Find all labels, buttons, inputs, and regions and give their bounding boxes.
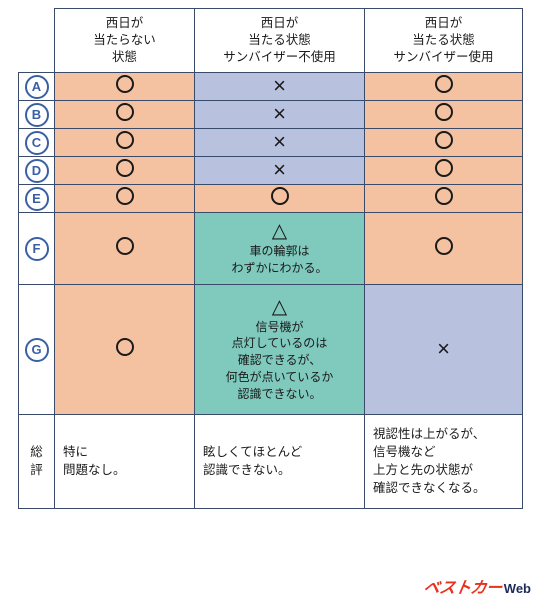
- cross-icon: ×: [273, 101, 286, 126]
- cell: [55, 157, 195, 185]
- circle-icon: [116, 159, 134, 177]
- cell: [55, 213, 195, 285]
- badge-icon: A: [25, 75, 49, 99]
- circle-icon: [116, 338, 134, 356]
- cell: [365, 185, 523, 213]
- col-header-1: 西日が 当たらない 状態: [55, 9, 195, 73]
- cell-note: 信号機が 点灯しているのは 確認できるが、 何色が点いているか 認識できない。: [199, 317, 360, 403]
- summary-cell-1: 特に 問題なし。: [55, 415, 195, 509]
- table-row: F △ 車の輪郭は わずかにわかる。: [19, 213, 523, 285]
- cell: ×: [195, 157, 365, 185]
- watermark-logo: ベストカーWeb: [424, 574, 531, 598]
- circle-icon: [435, 237, 453, 255]
- cell: [365, 101, 523, 129]
- cell: [365, 213, 523, 285]
- watermark-suffix: Web: [504, 581, 531, 596]
- badge-icon: G: [25, 338, 49, 362]
- cell: ×: [365, 285, 523, 415]
- circle-icon: [116, 103, 134, 121]
- cell-note: 車の輪郭は わずかにわかる。: [199, 241, 360, 277]
- circle-icon: [435, 75, 453, 93]
- table-row: D ×: [19, 157, 523, 185]
- row-label-B: B: [19, 101, 55, 129]
- circle-icon: [435, 131, 453, 149]
- cell: [365, 157, 523, 185]
- badge-icon: E: [25, 187, 49, 211]
- cell: ×: [195, 129, 365, 157]
- watermark-brand: ベストカー: [422, 574, 504, 598]
- corner-cell: [19, 9, 55, 73]
- badge-icon: D: [25, 159, 49, 183]
- table-row: A ×: [19, 73, 523, 101]
- row-label-G: G: [19, 285, 55, 415]
- cross-icon: ×: [273, 73, 286, 98]
- table-row: C ×: [19, 129, 523, 157]
- summary-cell-2: 眩しくてほとんど 認識できない。: [195, 415, 365, 509]
- cell-with-note: △ 車の輪郭は わずかにわかる。: [195, 213, 365, 285]
- header-row: 西日が 当たらない 状態 西日が 当たる状態 サンバイザー不使用 西日が 当たる…: [19, 9, 523, 73]
- table-row: G △ 信号機が 点灯しているのは 確認できるが、 何色が点いているか 認識でき…: [19, 285, 523, 415]
- circle-icon: [116, 237, 134, 255]
- col-header-3: 西日が 当たる状態 サンバイザー使用: [365, 9, 523, 73]
- circle-icon: [271, 187, 289, 205]
- row-label-A: A: [19, 73, 55, 101]
- row-label-D: D: [19, 157, 55, 185]
- row-label-F: F: [19, 213, 55, 285]
- summary-label: 総評: [19, 415, 55, 509]
- cell: ×: [195, 101, 365, 129]
- cell-with-note: △ 信号機が 点灯しているのは 確認できるが、 何色が点いているか 認識できない…: [195, 285, 365, 415]
- circle-icon: [116, 75, 134, 93]
- cell: [55, 129, 195, 157]
- cell: [55, 285, 195, 415]
- cell: ×: [195, 73, 365, 101]
- cell: [365, 73, 523, 101]
- badge-icon: F: [25, 237, 49, 261]
- comparison-table: 西日が 当たらない 状態 西日が 当たる状態 サンバイザー不使用 西日が 当たる…: [18, 8, 523, 509]
- cell: [55, 101, 195, 129]
- table-row: E: [19, 185, 523, 213]
- badge-icon: C: [25, 131, 49, 155]
- cell: [55, 185, 195, 213]
- col-header-2: 西日が 当たる状態 サンバイザー不使用: [195, 9, 365, 73]
- triangle-icon: △: [199, 297, 360, 317]
- circle-icon: [435, 103, 453, 121]
- cell: [195, 185, 365, 213]
- summary-row: 総評 特に 問題なし。 眩しくてほとんど 認識できない。 視認性は上がるが、 信…: [19, 415, 523, 509]
- row-label-E: E: [19, 185, 55, 213]
- row-label-C: C: [19, 129, 55, 157]
- circle-icon: [435, 187, 453, 205]
- circle-icon: [435, 159, 453, 177]
- cross-icon: ×: [273, 157, 286, 182]
- badge-icon: B: [25, 103, 49, 127]
- cell: [55, 73, 195, 101]
- cross-icon: ×: [273, 129, 286, 154]
- circle-icon: [116, 187, 134, 205]
- circle-icon: [116, 131, 134, 149]
- triangle-icon: △: [199, 221, 360, 241]
- table-row: B ×: [19, 101, 523, 129]
- cross-icon: ×: [437, 336, 450, 361]
- comparison-table-container: 西日が 当たらない 状態 西日が 当たる状態 サンバイザー不使用 西日が 当たる…: [0, 0, 539, 509]
- cell: [365, 129, 523, 157]
- summary-cell-3: 視認性は上がるが、 信号機など 上方と先の状態が 確認できなくなる。: [365, 415, 523, 509]
